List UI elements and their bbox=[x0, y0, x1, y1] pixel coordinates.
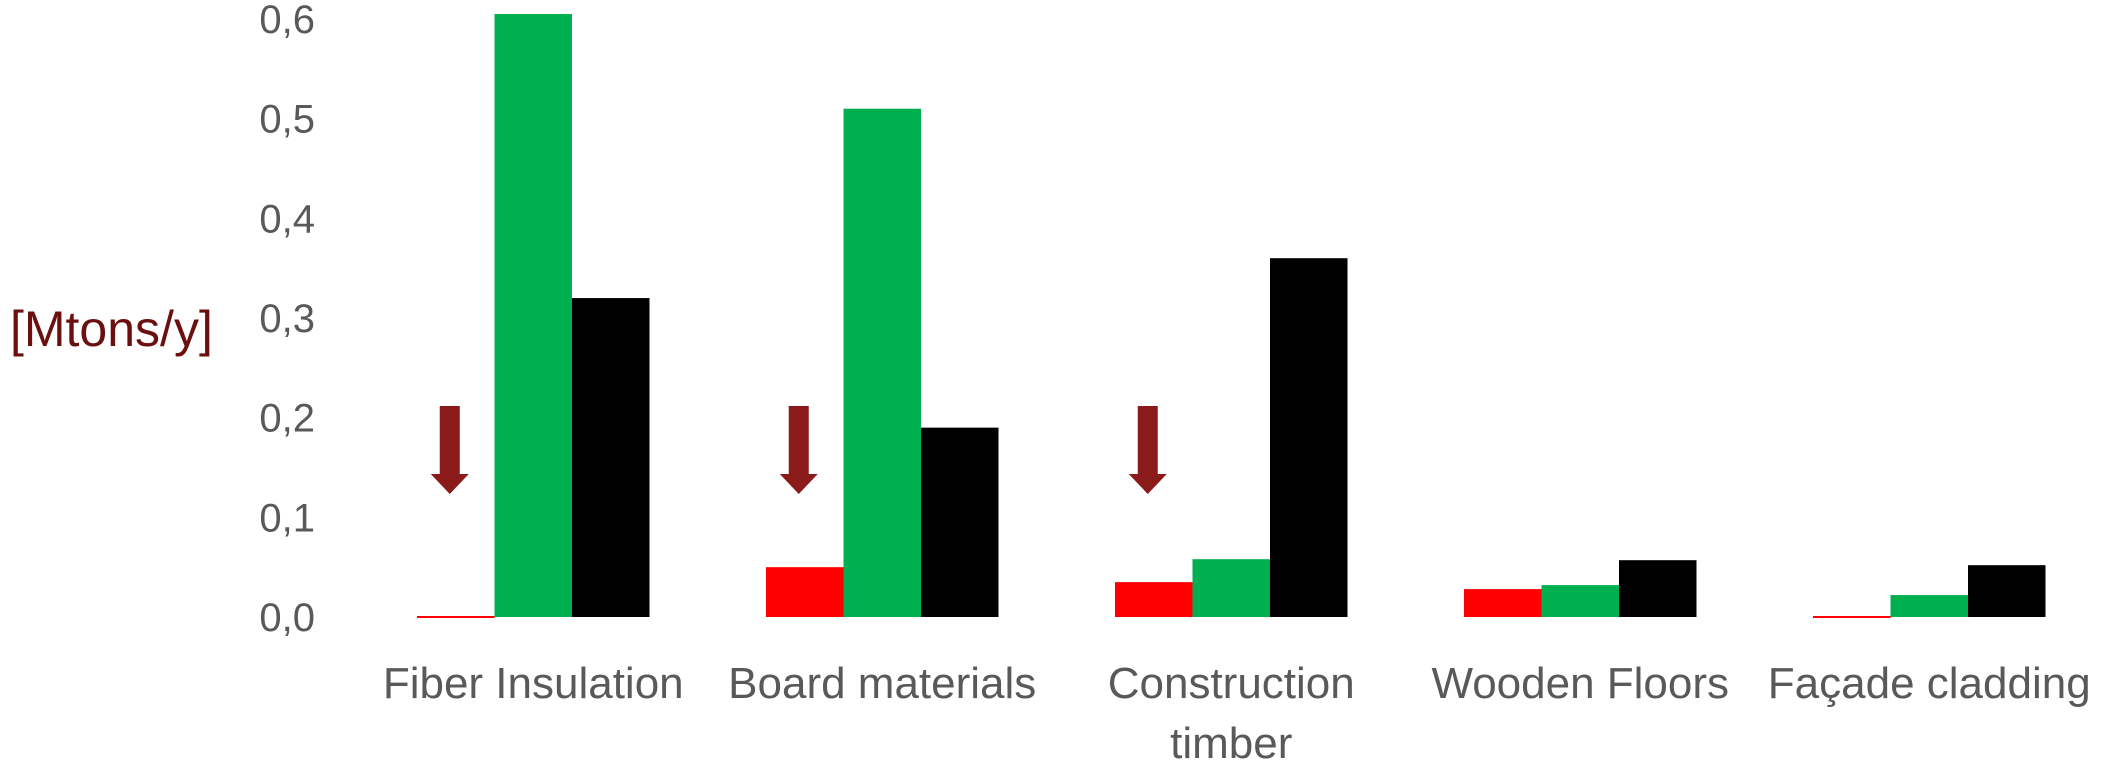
x-category-label: timber bbox=[1170, 719, 1292, 765]
x-category-label: Façade cladding bbox=[1768, 659, 2091, 708]
y-tick-label: 0,1 bbox=[259, 496, 315, 540]
x-category-label: Construction bbox=[1108, 659, 1355, 708]
bar bbox=[1968, 565, 2046, 617]
down-arrow-icon bbox=[1128, 406, 1167, 494]
y-axis-title: [Mtons/y] bbox=[10, 301, 213, 357]
down-arrow-icon bbox=[779, 406, 818, 494]
bars bbox=[417, 14, 2046, 618]
y-axis-ticks: 0,0 0,1 0,2 0,3 0,4 0,5 0,6 bbox=[259, 0, 315, 640]
down-arrow-icon bbox=[430, 406, 469, 494]
bar bbox=[1192, 559, 1270, 617]
bar bbox=[1115, 582, 1193, 617]
bar bbox=[921, 427, 999, 617]
x-category-label: Wooden Floors bbox=[1431, 659, 1729, 708]
y-tick-label: 0,4 bbox=[259, 197, 315, 241]
bar bbox=[843, 108, 921, 617]
bar bbox=[1464, 589, 1542, 617]
y-tick-label: 0,5 bbox=[259, 98, 315, 142]
annotation-arrows bbox=[430, 406, 1167, 494]
y-tick-label: 0,6 bbox=[259, 0, 315, 42]
y-tick-label: 0,3 bbox=[259, 297, 315, 341]
bar bbox=[1541, 585, 1619, 617]
bar bbox=[1270, 258, 1348, 617]
x-axis-labels: Fiber Insulation Board materials Construct… bbox=[383, 659, 2091, 765]
y-tick-label: 0,2 bbox=[259, 397, 315, 441]
bar bbox=[1619, 560, 1697, 617]
y-tick-label: 0,0 bbox=[259, 596, 315, 640]
x-category-label: Fiber Insulation bbox=[383, 659, 684, 708]
bar bbox=[417, 616, 495, 618]
bar bbox=[494, 14, 572, 618]
bar bbox=[1813, 616, 1891, 618]
bar bbox=[572, 298, 650, 617]
bar bbox=[766, 567, 844, 617]
x-category-label: Board materials bbox=[728, 659, 1036, 708]
bar bbox=[1890, 595, 1968, 617]
